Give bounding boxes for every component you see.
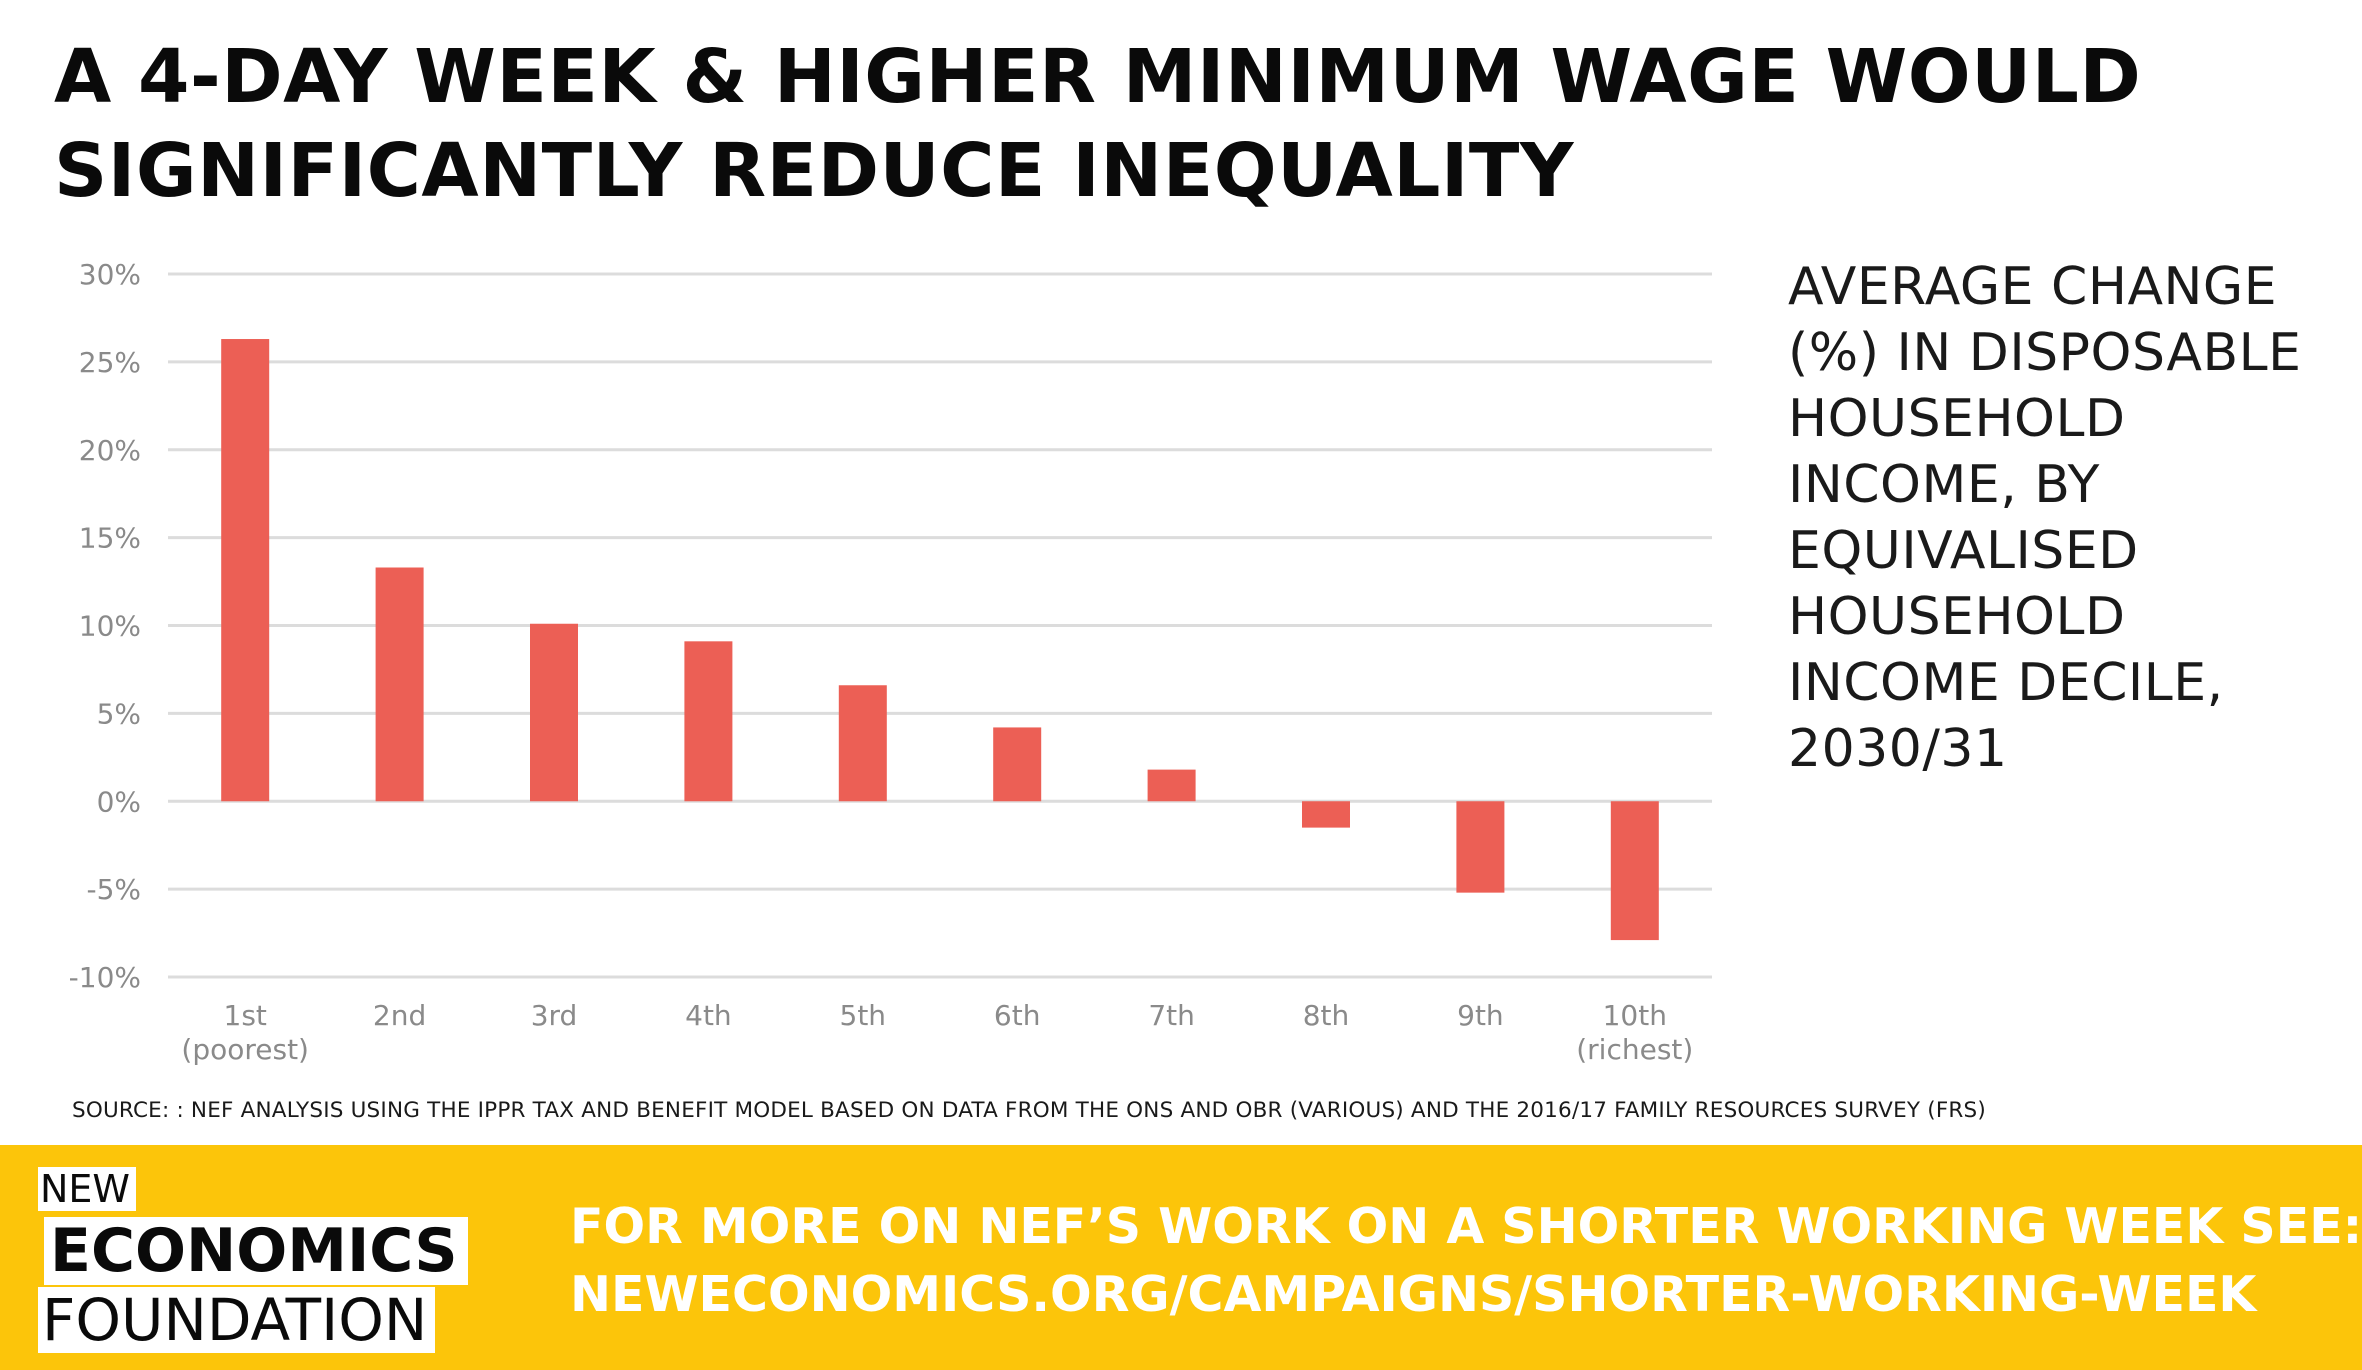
cta-text: FOR MORE ON NEF’S WORK ON A SHORTER WORK… (570, 1198, 2362, 1255)
subtitle-line: HOUSEHOLD (1788, 587, 2126, 647)
x-tick-label: 4th (685, 999, 732, 1032)
x-tick-label: (richest) (1576, 1033, 1693, 1066)
bar (530, 623, 578, 802)
x-tick-label: 1st (224, 999, 267, 1032)
y-tick-label: 20% (79, 434, 141, 467)
subtitle-line: 2030/31 (1788, 719, 2008, 779)
bar (838, 685, 887, 802)
logo-text-foundation: FOUNDATION (38, 1287, 436, 1353)
subtitle-line: HOUSEHOLD (1788, 389, 2126, 449)
bar-chart: -10% -5% 0% 5% 10% 15% 20% 25% 30% 1st(poorest) 2… (69, 258, 1712, 1066)
subtitle-line: AVERAGE CHANGE (1788, 257, 2278, 317)
title-line-1: A 4-DAY WEEK & HIGHER MINIMUM WAGE WOULD (54, 34, 2142, 120)
source-note: SOURCE: : NEF ANALYSIS USING THE IPPR TA… (72, 1098, 1986, 1123)
gridlines (168, 272, 1712, 979)
x-tick-label: 6th (994, 999, 1041, 1032)
x-tick-label: 8th (1303, 999, 1350, 1032)
page-title: A 4-DAY WEEK & HIGHER MINIMUM WAGE WOULD… (54, 30, 2314, 218)
x-axis-tick-labels: 1st(poorest) 2nd 3rd 4th 5th 6th 7th 8th 9th 10th… (181, 999, 1693, 1066)
cta-link[interactable]: NEWECONOMICS.ORG/CAMPAIGNS/SHORTER-WORKI… (570, 1266, 2257, 1323)
bar (1456, 801, 1505, 893)
x-tick-label: 9th (1457, 999, 1504, 1032)
subtitle-line: INCOME, BY (1788, 455, 2100, 515)
y-axis-tick-labels: -10% -5% 0% 5% 10% 15% 20% 25% 30% (69, 258, 141, 994)
subtitle-line: EQUIVALISED (1788, 521, 2139, 581)
bar (375, 567, 424, 802)
y-tick-label: 10% (79, 610, 141, 643)
bar (993, 727, 1042, 802)
logo-text-new: NEW (38, 1167, 137, 1211)
bar (221, 339, 270, 802)
x-tick-label: (poorest) (181, 1033, 309, 1066)
y-tick-label: 0% (97, 785, 141, 818)
x-tick-label: 7th (1148, 999, 1195, 1032)
y-tick-label: 5% (97, 697, 141, 730)
bar (684, 641, 733, 802)
x-tick-label: 3rd (531, 999, 578, 1032)
subtitle-line: (%) IN DISPOSABLE (1788, 323, 2302, 383)
footer-banner: NEW ECONOMICS FOUNDATION FOR MORE ON NEF… (0, 1145, 2362, 1370)
title-line-2: SIGNIFICANTLY REDUCE INEQUALITY (54, 128, 1574, 214)
x-tick-label: 5th (840, 999, 887, 1032)
y-tick-label: -5% (86, 873, 141, 906)
call-to-action: FOR MORE ON NEF’S WORK ON A SHORTER WORK… (570, 1193, 2362, 1329)
x-tick-label: 2nd (373, 999, 426, 1032)
bars (221, 339, 1659, 941)
x-tick-label: 10th (1603, 999, 1667, 1032)
y-tick-label: 15% (79, 522, 141, 555)
y-tick-label: 30% (79, 258, 141, 291)
nef-logo[interactable]: NEW ECONOMICS FOUNDATION (34, 1159, 504, 1359)
bar (1610, 801, 1659, 941)
bar (1147, 769, 1196, 802)
subtitle-line: INCOME DECILE, (1788, 653, 2224, 713)
bar (1302, 801, 1350, 828)
y-tick-label: 25% (79, 346, 141, 379)
chart-subtitle: AVERAGE CHANGE (%) IN DISPOSABLE HOUSEHO… (1788, 254, 2308, 782)
y-tick-label: -10% (69, 961, 141, 994)
logo-text-economics: ECONOMICS (44, 1217, 468, 1285)
